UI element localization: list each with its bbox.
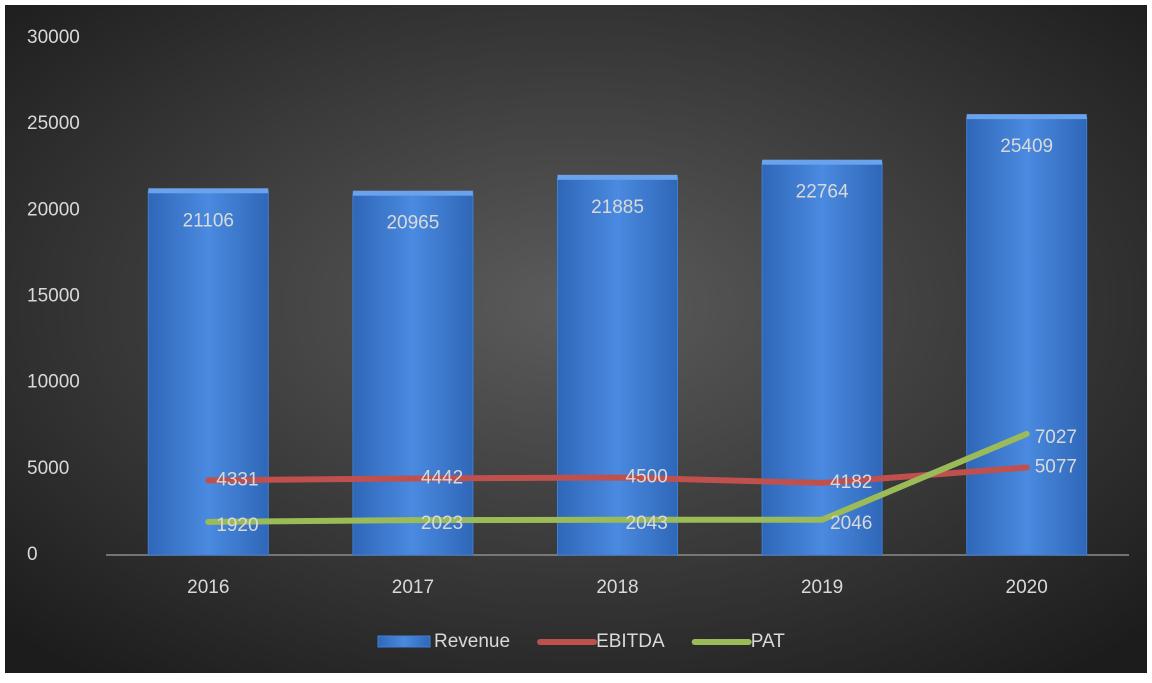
x-tick-label: 2018	[596, 577, 638, 598]
x-tick-label: 2016	[187, 577, 229, 598]
bar-top	[966, 114, 1087, 120]
data-label: 22764	[796, 182, 849, 203]
data-label: 20965	[386, 213, 439, 234]
y-tick-label: 25000	[27, 113, 80, 134]
bar-top	[557, 174, 678, 180]
x-tick-label: 2019	[801, 577, 843, 598]
bar-top	[148, 188, 269, 194]
data-label: 4442	[421, 467, 463, 488]
data-label: 4331	[216, 469, 258, 490]
data-label: 25409	[1000, 136, 1053, 157]
data-label: 5077	[1035, 457, 1077, 478]
line	[205, 464, 1030, 486]
data-label: 4500	[626, 466, 668, 487]
y-tick-label: 10000	[27, 372, 80, 393]
bar	[352, 193, 474, 556]
bar	[557, 177, 678, 556]
legend-label: EBITDA	[596, 631, 665, 652]
legend-label: Revenue	[434, 631, 510, 652]
data-label: 21885	[591, 197, 644, 218]
y-tick-label: 30000	[27, 27, 80, 48]
data-label: 2043	[626, 513, 668, 534]
bar-top	[352, 190, 473, 196]
data-label: 2046	[830, 513, 872, 534]
data-label: 21106	[183, 210, 234, 231]
y-tick-label: 0	[27, 544, 38, 565]
bar	[147, 190, 269, 556]
legend-label: PAT	[751, 631, 786, 652]
y-tick-label: 20000	[27, 199, 80, 220]
x-tick-label: 2017	[392, 577, 434, 598]
x-tick-label: 2020	[1006, 577, 1048, 598]
data-label: 1920	[216, 515, 258, 536]
line	[205, 430, 1030, 525]
bar	[966, 116, 1088, 556]
y-tick-label: 15000	[27, 286, 80, 307]
data-label: 7027	[1035, 427, 1077, 448]
bar	[761, 162, 883, 556]
y-tick-label: 5000	[27, 458, 69, 479]
legend-swatch	[377, 635, 431, 648]
bar-top	[762, 159, 883, 165]
data-label: 2023	[421, 513, 463, 534]
data-label: 4182	[830, 472, 872, 493]
